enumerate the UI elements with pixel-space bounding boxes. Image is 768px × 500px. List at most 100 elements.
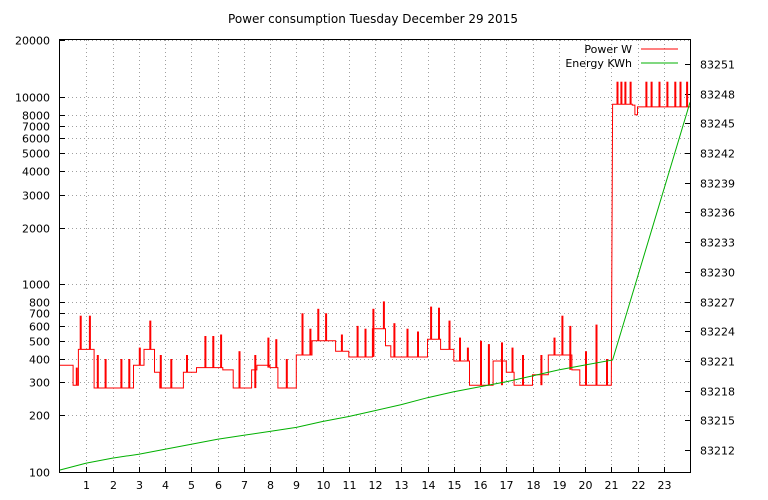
power-spike bbox=[438, 307, 440, 340]
power-spike bbox=[128, 359, 131, 389]
legend: Power W Energy KWh bbox=[565, 43, 678, 70]
power-spike bbox=[170, 359, 173, 389]
y2-tick-label: 83236 bbox=[700, 207, 735, 220]
y2-tick-label: 83227 bbox=[700, 297, 735, 310]
power-spike bbox=[393, 323, 396, 357]
y-tick-label: 300 bbox=[29, 377, 50, 390]
x-tick-label: 5 bbox=[188, 479, 195, 492]
power-spike bbox=[569, 325, 572, 370]
y-tick-label: 800 bbox=[29, 297, 50, 310]
x-tick-label: 19 bbox=[553, 479, 567, 492]
power-spike bbox=[430, 306, 433, 340]
y2-tick-label: 83245 bbox=[700, 118, 735, 131]
power-spike bbox=[96, 355, 99, 389]
x-tick-label: 23 bbox=[658, 479, 672, 492]
x-tick-labels: 1 2 3 4 5 6 7 8 9 10 11 12 13 14 15 16 17 18 19 20 21 22 23 bbox=[83, 479, 672, 492]
power-spike bbox=[220, 334, 223, 368]
y2-tick-label: 83242 bbox=[700, 148, 735, 161]
x-tick-label: 7 bbox=[241, 479, 248, 492]
power-spike bbox=[645, 81, 648, 107]
x-tick-label: 4 bbox=[162, 479, 169, 492]
x-tick-label: 9 bbox=[293, 479, 300, 492]
power-spike bbox=[686, 81, 689, 107]
power-spike bbox=[120, 359, 123, 389]
power-spike bbox=[204, 336, 207, 368]
y-tick-label: 500 bbox=[29, 336, 50, 349]
power-spike bbox=[650, 81, 653, 107]
y-tick-label: 7000 bbox=[22, 121, 50, 134]
power-spike bbox=[585, 351, 587, 386]
y2-tick-label: 83224 bbox=[700, 326, 735, 339]
power-spike bbox=[238, 351, 241, 389]
power-spike bbox=[553, 337, 556, 355]
x-tick-label: 12 bbox=[369, 479, 383, 492]
power-spike bbox=[666, 81, 669, 107]
power-spike bbox=[679, 81, 682, 107]
power-spike bbox=[159, 355, 162, 389]
x-tick-label: 3 bbox=[136, 479, 143, 492]
x-tick-label: 21 bbox=[605, 479, 619, 492]
y2-tick-label: 83215 bbox=[700, 415, 735, 428]
power-spike bbox=[254, 355, 257, 389]
y-tick-label: 200 bbox=[29, 410, 50, 423]
power-spike bbox=[459, 337, 461, 362]
y-tick-label: 8000 bbox=[22, 110, 50, 123]
power-spike bbox=[309, 328, 312, 355]
power-spike bbox=[364, 328, 367, 357]
x-tick-label: 16 bbox=[474, 479, 488, 492]
x-tick-label: 10 bbox=[317, 479, 331, 492]
power-line bbox=[60, 103, 690, 389]
y-tick-label: 100 bbox=[29, 467, 50, 480]
power-spike bbox=[561, 315, 564, 355]
power-spike bbox=[317, 308, 320, 341]
y2-tick-label: 83221 bbox=[700, 356, 735, 369]
y2-tick-label: 83233 bbox=[700, 237, 735, 250]
power-spike bbox=[480, 340, 482, 386]
power-spike bbox=[417, 331, 419, 357]
right-y-tick-labels: 83212 83215 83218 83221 83224 83227 83230 83233… bbox=[700, 59, 735, 458]
x-tick-label: 2 bbox=[110, 479, 117, 492]
y2-tick-label: 83212 bbox=[700, 445, 735, 458]
power-spike bbox=[624, 81, 627, 105]
power-spike bbox=[285, 359, 288, 389]
power-spike bbox=[267, 337, 270, 368]
y2-tick-label: 83230 bbox=[700, 267, 735, 280]
chart-title: Power consumption Tuesday December 29 20… bbox=[228, 12, 518, 26]
power-spike bbox=[595, 324, 598, 386]
y2-tick-label: 83248 bbox=[700, 89, 735, 102]
power-spike bbox=[149, 320, 152, 350]
power-spike bbox=[186, 355, 188, 373]
y2-tick-label: 83251 bbox=[700, 59, 735, 72]
x-tick-label: 11 bbox=[343, 479, 357, 492]
power-spike bbox=[382, 301, 385, 329]
x-tick-label: 18 bbox=[527, 479, 541, 492]
power-spike bbox=[325, 313, 328, 341]
power-spike bbox=[501, 342, 503, 386]
power-spike bbox=[487, 344, 490, 386]
series-energy bbox=[59, 102, 691, 471]
legend-label-power: Power W bbox=[584, 43, 632, 56]
x-tick-label: 14 bbox=[422, 479, 436, 492]
power-spike bbox=[448, 320, 451, 350]
power-spike bbox=[340, 334, 343, 352]
power-spike bbox=[88, 315, 91, 350]
x-tick-label: 1 bbox=[83, 479, 90, 492]
x-tick-label: 17 bbox=[500, 479, 514, 492]
plot-frame bbox=[59, 39, 691, 473]
power-spike bbox=[540, 355, 543, 386]
power-spike bbox=[620, 81, 623, 105]
power-spike bbox=[104, 359, 107, 389]
power-spike bbox=[406, 328, 409, 357]
power-spike bbox=[212, 336, 215, 368]
power-spike bbox=[606, 359, 608, 386]
y-tick-label: 4000 bbox=[22, 166, 50, 179]
series-power bbox=[60, 81, 690, 389]
y-tick-label: 2000 bbox=[22, 223, 50, 236]
power-spike bbox=[372, 308, 375, 357]
y-tick-label: 1000 bbox=[22, 279, 50, 292]
y2-tick-label: 83239 bbox=[700, 178, 735, 191]
power-spike bbox=[138, 347, 141, 366]
x-tick-label: 22 bbox=[632, 479, 646, 492]
